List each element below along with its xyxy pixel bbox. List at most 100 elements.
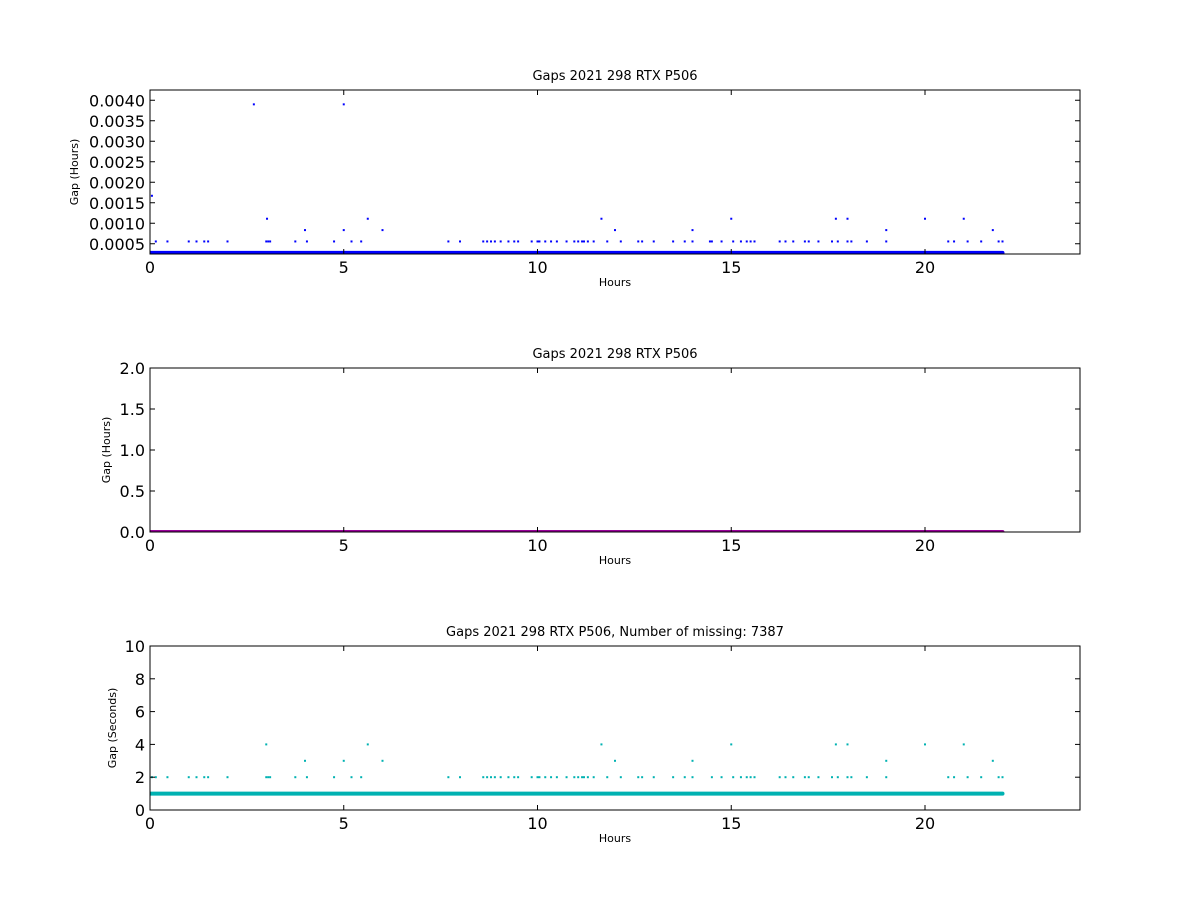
data-point <box>997 776 1000 779</box>
data-point <box>784 776 787 779</box>
data-point <box>269 776 272 779</box>
data-point <box>507 240 510 243</box>
data-point <box>683 776 686 779</box>
x-tick-label: 5 <box>339 814 349 833</box>
data-point <box>536 240 539 243</box>
data-point <box>831 240 833 243</box>
data-point <box>817 240 820 243</box>
data-point <box>493 240 496 243</box>
data-point <box>294 776 297 779</box>
data-point <box>739 776 742 779</box>
data-point <box>720 776 723 779</box>
data-point <box>486 240 489 243</box>
y-tick-label: 0.0 <box>120 523 145 542</box>
data-point <box>614 229 616 232</box>
data-point <box>565 776 568 779</box>
data-point <box>203 240 206 243</box>
data-point <box>459 240 461 243</box>
y-tick-label: 0.0035 <box>89 112 145 131</box>
data-point <box>265 776 268 779</box>
data-point <box>600 743 603 746</box>
data-point <box>606 240 609 243</box>
x-tick-label: 20 <box>915 536 935 555</box>
data-point <box>538 776 541 779</box>
data-point <box>1001 240 1004 243</box>
data-point <box>513 776 516 779</box>
data-point <box>846 776 849 779</box>
data-point <box>513 240 516 243</box>
data-point <box>614 759 616 762</box>
y-tick-label: 0.0025 <box>89 153 145 172</box>
data-point <box>885 240 888 243</box>
data-point <box>555 776 558 779</box>
data-point <box>778 240 781 243</box>
x-tick-label: 0 <box>145 536 155 555</box>
data-point <box>600 217 603 220</box>
data-point <box>536 776 539 779</box>
data-point <box>266 217 269 220</box>
data-point <box>381 759 384 762</box>
data-point <box>592 240 595 243</box>
data-point <box>730 217 733 220</box>
data-point <box>490 240 492 243</box>
data-point <box>573 240 576 243</box>
data-point <box>924 217 926 220</box>
data-point <box>195 240 198 243</box>
x-tick-label: 20 <box>915 814 935 833</box>
data-point <box>586 240 589 243</box>
data-point <box>778 776 781 779</box>
y-tick-label: 2.0 <box>120 359 145 378</box>
data-point <box>641 240 644 243</box>
data-point <box>565 240 568 243</box>
data-point <box>305 776 308 779</box>
data-point <box>980 240 983 243</box>
data-point <box>865 240 868 243</box>
data-point <box>953 776 956 779</box>
chart-panel-2: Gaps 2021 298 RTX P506 Hours Gap (Hours) 0 5… <box>100 347 1081 567</box>
data-point <box>342 759 345 762</box>
data-point <box>187 776 190 779</box>
data-point <box>732 240 735 243</box>
data-point <box>265 743 268 746</box>
data-point <box>807 240 810 243</box>
data-point <box>730 743 733 746</box>
x-tick-label: 15 <box>721 258 741 277</box>
y-tick-label: 0.0010 <box>89 214 145 233</box>
data-point <box>865 776 868 779</box>
data-point <box>499 240 502 243</box>
data-point <box>166 776 169 779</box>
x-tick-label: 15 <box>721 536 741 555</box>
data-point <box>962 743 965 746</box>
data-point <box>333 240 336 243</box>
data-point <box>991 759 994 762</box>
data-point <box>652 776 655 779</box>
x-tick-label: 15 <box>721 814 741 833</box>
data-point <box>304 759 306 762</box>
data-point <box>583 240 585 243</box>
data-point <box>381 229 384 232</box>
data-point <box>807 776 810 779</box>
y-axis-label: Gap (Seconds) <box>106 688 119 769</box>
data-point <box>550 776 553 779</box>
data-point <box>846 217 849 220</box>
data-point <box>792 240 795 243</box>
data-point <box>573 776 576 779</box>
data-point <box>530 240 533 243</box>
data-point <box>836 776 839 779</box>
y-tick-label: 0.0015 <box>89 194 145 213</box>
data-point <box>619 240 622 243</box>
data-point <box>360 776 363 779</box>
data-point <box>166 240 169 243</box>
data-point <box>252 103 255 106</box>
data-point <box>683 240 686 243</box>
data-point <box>226 776 229 779</box>
y-tick-label: 0.5 <box>120 482 145 501</box>
data-point <box>305 240 308 243</box>
data-point <box>490 776 492 779</box>
data-point <box>732 776 735 779</box>
data-point <box>366 743 369 746</box>
y-tick-label: 2 <box>135 768 145 787</box>
x-tick-label: 0 <box>145 814 155 833</box>
data-point <box>710 240 713 243</box>
data-point <box>708 240 711 243</box>
